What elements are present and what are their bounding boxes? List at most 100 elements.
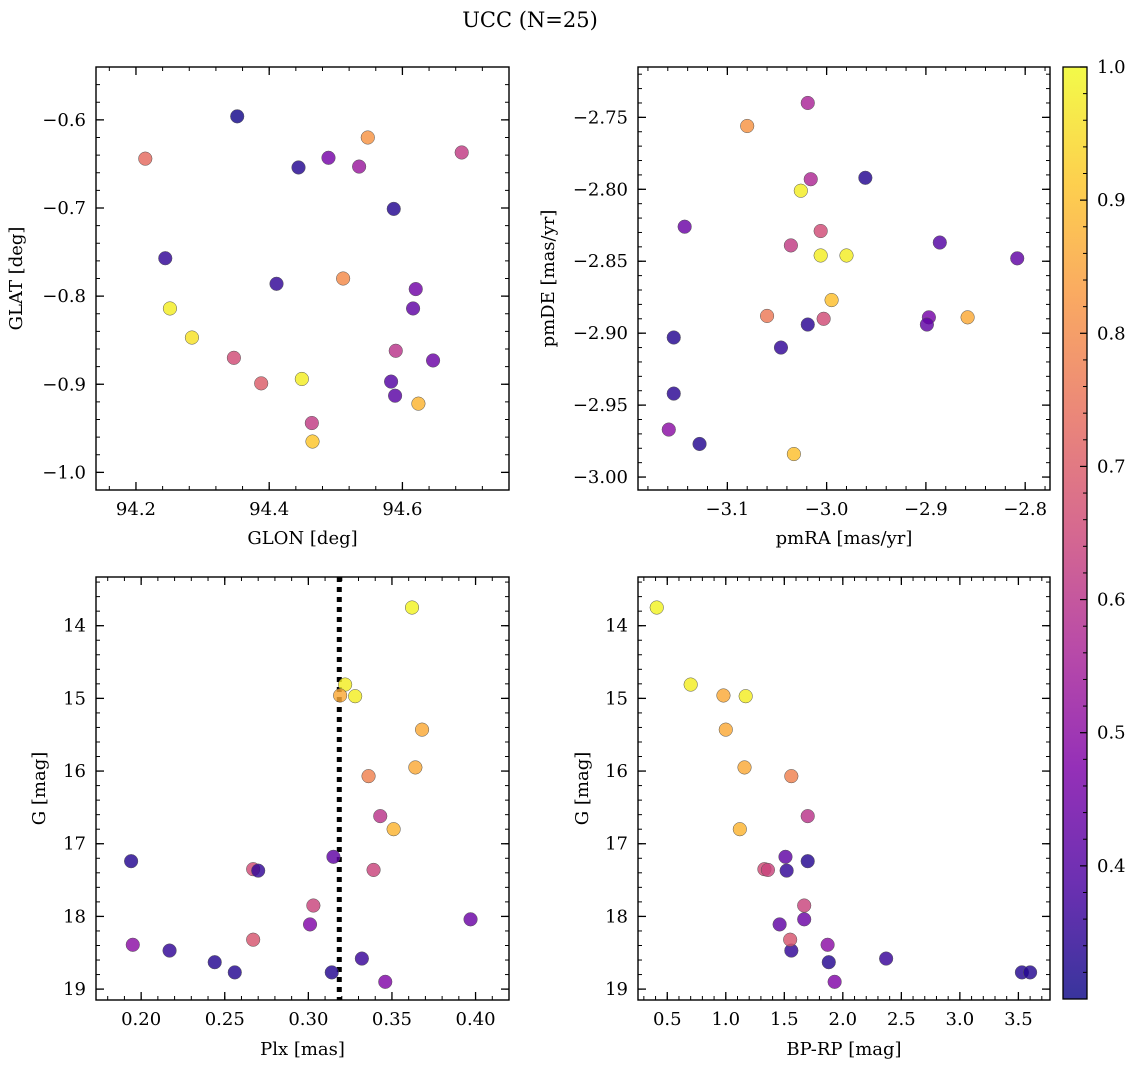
data-point <box>773 340 789 355</box>
data-point <box>294 371 309 387</box>
x-tick-label: 1.5 <box>770 1009 799 1030</box>
data-point <box>960 310 975 325</box>
data-point <box>692 436 707 452</box>
data-point <box>661 422 676 437</box>
y-tick-label: 18 <box>605 906 628 927</box>
data-point <box>784 769 799 784</box>
x-axis-label: pmRA [mas/yr] <box>776 528 913 549</box>
data-point <box>783 932 798 947</box>
axes-frame <box>95 576 510 1001</box>
data-point <box>800 854 815 869</box>
data-point <box>760 308 775 323</box>
data-point <box>415 722 430 737</box>
data-point <box>384 374 399 389</box>
colorbar-tick-label: 0.5 <box>1097 723 1126 744</box>
data-point <box>378 974 393 989</box>
data-point <box>813 223 828 239</box>
data-point <box>406 301 421 316</box>
data-point <box>732 822 747 837</box>
data-point <box>649 600 664 615</box>
data-point <box>352 159 367 174</box>
x-tick-label: 0.20 <box>121 1009 161 1030</box>
data-point <box>827 974 842 989</box>
data-point <box>326 849 341 864</box>
data-point <box>360 130 375 145</box>
data-point <box>366 862 381 877</box>
data-point <box>426 353 441 368</box>
colorbar-gradient <box>1063 67 1087 999</box>
plx-g-panel: 0.20 0.25 0.30 0.35 0.40 14 15 16 17 18 19 Plx [mas… <box>29 576 510 1060</box>
data-point <box>305 434 320 449</box>
x-tick-label: 0.40 <box>456 1009 496 1030</box>
data-point <box>124 854 139 869</box>
x-tick-label: −2.8 <box>1003 499 1047 520</box>
y-tick-label: 16 <box>605 761 628 782</box>
y-tick-label: 15 <box>605 688 628 709</box>
data-point <box>388 343 403 358</box>
data-point <box>797 912 812 927</box>
data-point <box>184 330 199 345</box>
x-tick-label: 3.5 <box>1004 1009 1033 1030</box>
data-point <box>1023 965 1038 980</box>
axes-frame <box>95 66 510 491</box>
colorbar-tick-label: 0.8 <box>1097 323 1126 344</box>
x-tick-label: 0.35 <box>372 1009 412 1030</box>
data-point <box>858 170 873 185</box>
data-point <box>740 118 755 134</box>
data-point <box>772 917 787 932</box>
data-point <box>779 863 794 878</box>
data-point <box>821 955 836 970</box>
data-point <box>1010 251 1025 266</box>
data-point <box>760 862 775 877</box>
data-point <box>737 760 752 775</box>
data-point <box>361 769 376 784</box>
data-point <box>125 937 140 952</box>
data-point <box>879 951 894 966</box>
data-point <box>824 293 839 308</box>
axes-frame <box>637 66 1051 491</box>
data-point <box>839 248 854 263</box>
data-point <box>666 330 681 345</box>
data-point <box>227 965 242 980</box>
x-tick-label: 0.5 <box>653 1009 682 1030</box>
data-point <box>783 238 798 253</box>
pm-panel: −3.1 −3.0 −2.9 −2.8 −3.00 −2.95 −2.90 −2.85 −2.8… <box>538 66 1051 549</box>
data-point <box>800 95 815 111</box>
colorbar-tick-label: 0.6 <box>1097 590 1126 611</box>
data-point <box>683 677 698 692</box>
x-tick-label: 1.0 <box>711 1009 740 1030</box>
data-point <box>408 760 423 775</box>
data-point <box>386 822 401 837</box>
data-point <box>404 600 420 615</box>
data-point <box>373 809 388 824</box>
y-tick-label: −0.9 <box>42 374 86 395</box>
data-point <box>813 248 828 263</box>
data-point <box>321 150 336 165</box>
x-tick-label: 3.0 <box>946 1009 975 1030</box>
y-tick-label: 15 <box>63 688 86 709</box>
x-tick-label: −2.9 <box>904 499 948 520</box>
cmd-panel: 0.5 1.0 1.5 2.0 2.5 3.0 3.5 14 15 16 17 18 19 BP-RP [… <box>572 576 1051 1060</box>
y-tick-label: 16 <box>63 761 86 782</box>
y-tick-label: 18 <box>63 906 86 927</box>
data-point <box>291 160 306 175</box>
colorbar-tick-label: 1.0 <box>1097 57 1126 78</box>
y-tick-label: −1.0 <box>42 462 86 483</box>
data-point <box>354 951 369 966</box>
data-point <box>786 446 801 462</box>
data-point <box>333 688 348 703</box>
y-tick-label: −2.75 <box>573 107 628 128</box>
data-point <box>158 251 173 266</box>
x-tick-label: 2.0 <box>829 1009 858 1030</box>
data-point <box>306 898 321 913</box>
y-axis-label: G [mag] <box>572 752 593 825</box>
y-tick-label: 19 <box>63 979 86 1000</box>
colorbar-tick-label: 0.4 <box>1097 856 1126 877</box>
data-point <box>207 955 222 970</box>
y-tick-label: −0.6 <box>42 110 86 131</box>
x-tick-label: 0.30 <box>288 1009 328 1030</box>
data-point <box>800 809 815 824</box>
data-point <box>324 965 339 980</box>
x-axis-label: Plx [mas] <box>260 1039 345 1060</box>
y-tick-label: −2.90 <box>573 323 628 344</box>
